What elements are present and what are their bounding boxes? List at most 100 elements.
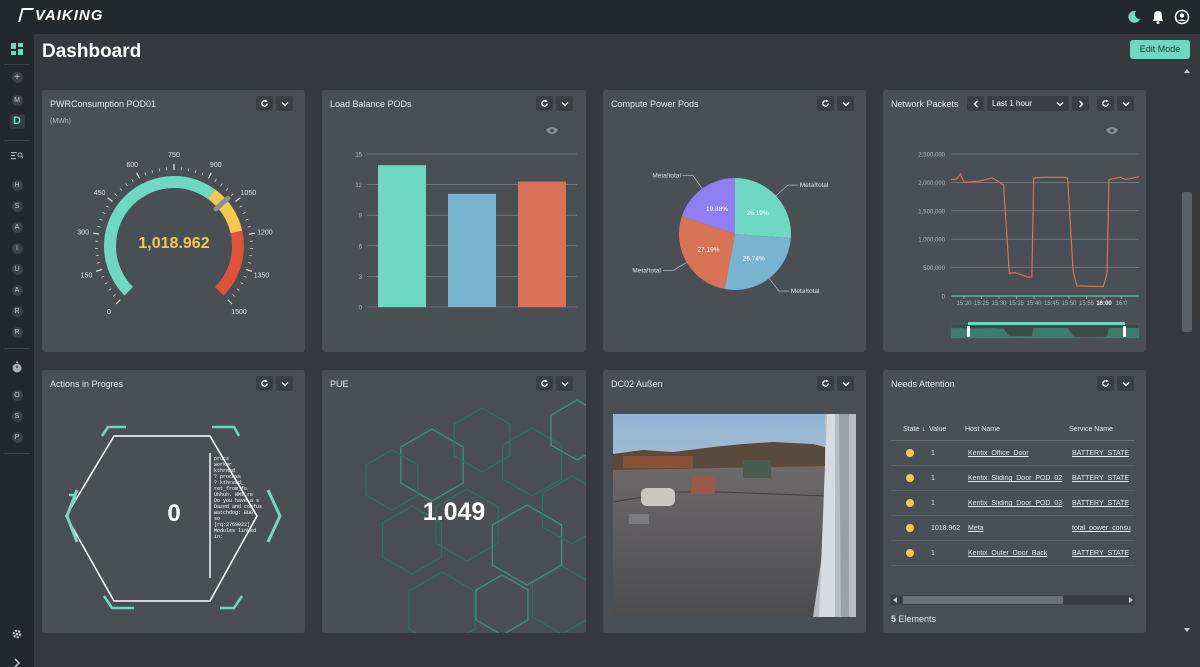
refresh-button[interactable] (1097, 376, 1114, 391)
gauge-tick (136, 172, 141, 179)
hexagon-outline (408, 571, 476, 633)
scroll-right-icon[interactable] (1128, 597, 1133, 603)
chevron-down-button[interactable] (276, 376, 293, 391)
chevron-down-button[interactable] (276, 96, 293, 111)
refresh-button[interactable] (256, 96, 273, 111)
table-row[interactable]: 1 Kentix_Sliding_Door_POD_02 BATTERY_STA… (891, 466, 1135, 491)
table-row[interactable]: 1 Kentix_Sliding_Door_POD_03 BATTERY_STA… (891, 491, 1135, 516)
sidebar-item-i[interactable]: I (0, 243, 34, 254)
chevron-down-button[interactable] (556, 376, 573, 391)
x-tick-label: 16:00 (1096, 301, 1112, 307)
row-service-link[interactable]: BATTERY_STATE (1072, 500, 1130, 507)
user-account-icon[interactable] (1174, 9, 1190, 25)
edit-mode-button[interactable]: Edit Mode (1130, 40, 1190, 59)
bell-icon[interactable] (1150, 9, 1166, 25)
sidebar-item-h[interactable]: H (0, 180, 34, 191)
table-row[interactable]: 1 Kentix_Outer_Door_Back BATTERY_STATE (891, 541, 1135, 566)
sidebar-item-r2[interactable]: R (0, 327, 34, 338)
sidebar-item-a2[interactable]: A (0, 285, 34, 296)
widget-pwr-consumption: PWRConsumption POD01 (MWh) 0 150 300 450 600… (42, 90, 305, 352)
gauge-tick-label: 450 (94, 190, 106, 197)
log-line: Dazed and confus (214, 504, 262, 510)
gauge-needle (213, 195, 231, 212)
sidebar-item-d[interactable]: D (0, 114, 34, 129)
x-tick-label: 15:40 (1026, 301, 1042, 307)
refresh-button[interactable] (256, 376, 273, 391)
chevron-down-button[interactable] (837, 96, 854, 111)
column-header-service-name[interactable]: Service Name (1069, 426, 1113, 433)
gauge-tick (102, 212, 106, 214)
refresh-button[interactable] (817, 376, 834, 391)
sidebar-item-p[interactable]: P (0, 432, 34, 443)
row-service-link[interactable]: BATTERY_STATE (1072, 550, 1130, 557)
column-header-host-name[interactable]: Host Name (965, 426, 1001, 433)
camera-image[interactable] (613, 414, 856, 617)
add-icon[interactable]: + (0, 72, 34, 83)
gauge-tick (232, 294, 236, 297)
expand-sidebar-icon[interactable] (0, 658, 34, 667)
chevron-down-button[interactable] (1117, 96, 1134, 111)
page-scrollbar-thumb[interactable] (1182, 192, 1192, 332)
refresh-button[interactable] (817, 96, 834, 111)
sidebar-item-u[interactable]: U (0, 264, 34, 275)
gauge-tick (235, 197, 241, 202)
time-range-select[interactable]: Last 1 hour (987, 96, 1069, 111)
row-host-link[interactable]: Meta (968, 525, 984, 532)
gauge-tick (242, 212, 246, 214)
row-host-link[interactable]: Kentix_Office_Door (968, 450, 1029, 457)
eye-icon[interactable] (1105, 126, 1119, 135)
row-host-link[interactable]: Kentix_Sliding_Door_POD_03 (968, 500, 1063, 507)
sidebar-item-m[interactable]: M (0, 95, 34, 106)
refresh-button[interactable] (536, 376, 553, 391)
widget-network-packets: Network Packets Last 1 hour 0 500,000 1,00… (883, 90, 1146, 352)
scrollbar-thumb[interactable] (903, 596, 1063, 604)
log-line: watchdog: BUG: so (214, 510, 257, 522)
previous-range-button[interactable] (967, 96, 984, 111)
widget-camera-dc02: DC02 Außen (603, 370, 866, 633)
settings-gear-icon[interactable] (0, 628, 34, 642)
row-service-link[interactable]: total_power_consu (1072, 525, 1131, 532)
app-logo[interactable]: VAIKING (18, 7, 103, 24)
scroll-left-icon[interactable] (893, 597, 898, 603)
page-scrollbar[interactable] (1181, 66, 1193, 640)
sidebar-item-r[interactable]: R (0, 306, 34, 317)
gauge-tick-label: 750 (168, 152, 180, 159)
chevron-down-button[interactable] (556, 96, 573, 111)
column-header-value[interactable]: Value (929, 426, 947, 433)
refresh-button[interactable] (1097, 96, 1114, 111)
hexagon-frame (65, 425, 282, 610)
log-line: worker (214, 462, 233, 468)
eye-icon[interactable] (545, 126, 559, 135)
gauge-tick-label: 900 (210, 162, 222, 169)
timer-icon[interactable] (0, 361, 34, 375)
top-bar: VAIKING (0, 0, 1200, 34)
x-tick-label: 15:30 (991, 301, 1007, 307)
moon-icon[interactable] (1126, 9, 1142, 25)
sidebar-item-s2[interactable]: S (0, 411, 34, 422)
gauge-tick (227, 299, 233, 305)
chevron-down-button[interactable] (837, 376, 854, 391)
row-host-link[interactable]: Kentix_Sliding_Door_POD_02 (968, 475, 1063, 482)
column-header-state[interactable]: State (903, 426, 920, 433)
next-range-button[interactable] (1072, 96, 1089, 111)
gauge-tick (125, 183, 128, 187)
gauge-tick (104, 282, 108, 285)
sidebar-item-o[interactable]: O (0, 390, 34, 401)
status-dot-icon (906, 449, 914, 457)
dashboards-icon[interactable] (0, 43, 34, 57)
refresh-button[interactable] (536, 96, 553, 111)
search-list-icon[interactable] (0, 151, 34, 163)
table-horizontal-scrollbar[interactable] (891, 595, 1135, 605)
chevron-down-button[interactable] (1117, 376, 1134, 391)
hexagon-outline (491, 504, 563, 586)
widget-compute-power: Compute Power Pods 26.19% Meta!total 26.74… (603, 90, 866, 352)
row-host-link[interactable]: Kentix_Outer_Door_Back (968, 550, 1048, 557)
row-service-link[interactable]: BATTERY_STATE (1072, 475, 1130, 482)
sidebar-item-a[interactable]: A (0, 222, 34, 233)
row-service-link[interactable]: BATTERY_STATE (1072, 450, 1130, 457)
sort-arrow-icon[interactable]: ↓ (922, 426, 926, 433)
sidebar-item-s[interactable]: S (0, 201, 34, 212)
pie-slice-label: Meta!total (632, 268, 661, 275)
table-row[interactable]: 1 Kentix_Office_Door BATTERY_STATE (891, 441, 1135, 466)
table-row[interactable]: 1018.962 Meta total_power_consu (891, 516, 1135, 541)
